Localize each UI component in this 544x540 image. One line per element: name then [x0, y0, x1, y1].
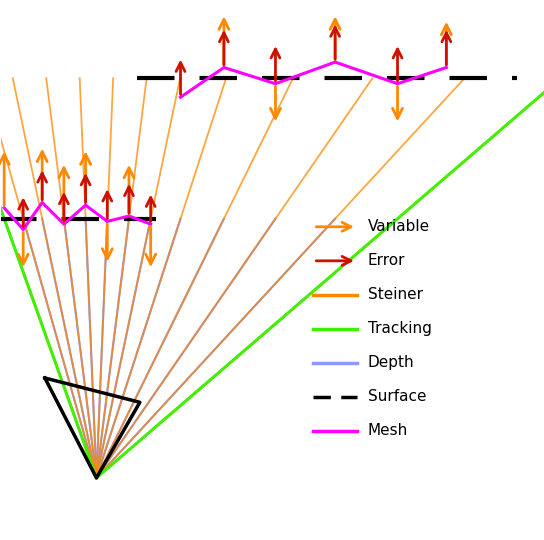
- Text: Variable: Variable: [368, 219, 430, 234]
- Text: Surface: Surface: [368, 389, 426, 404]
- Text: Mesh: Mesh: [368, 423, 408, 438]
- Text: Steiner: Steiner: [368, 287, 423, 302]
- Text: Depth: Depth: [368, 355, 415, 370]
- Text: Error: Error: [368, 253, 405, 268]
- Text: Tracking: Tracking: [368, 321, 431, 336]
